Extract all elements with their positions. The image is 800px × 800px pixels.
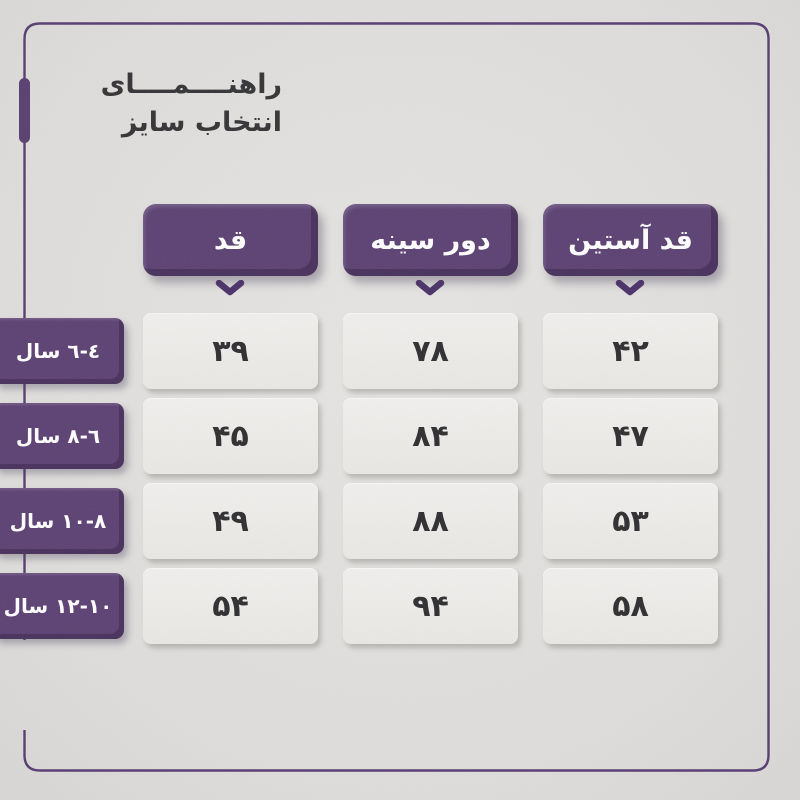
column-header-height: قد — [143, 204, 318, 276]
chevron-down-icon — [215, 280, 245, 296]
table-cell-chest-r1: ۷۸ — [343, 313, 518, 389]
table-cell-sleeve-r4: ۵۸ — [543, 568, 718, 644]
page-title: راهنــــمــــای انتخاب سایز — [60, 66, 282, 142]
column-header-sleeve: قد آستین — [543, 204, 718, 276]
row-label-6-8: ٦-٨ سال — [0, 403, 124, 469]
table-cell-height-r3: ۴۹ — [143, 483, 318, 559]
page-title-line2: انتخاب سایز — [121, 107, 282, 138]
title-accent-pill — [19, 78, 30, 143]
table-cell-chest-r2: ۸۴ — [343, 398, 518, 474]
table-cell-chest-r3: ۸۸ — [343, 483, 518, 559]
row-label-4-6: ٤-٦ سال — [0, 318, 124, 384]
page-title-line1: راهنــــمــــای — [100, 69, 282, 100]
column-header-chest: دور سینه — [343, 204, 518, 276]
chevron-down-icon — [615, 280, 645, 296]
row-label-8-10: ٨-١٠ سال — [0, 488, 124, 554]
chevron-down-icon — [415, 280, 445, 296]
table-cell-sleeve-r2: ۴۷ — [543, 398, 718, 474]
table-cell-sleeve-r1: ۴۲ — [543, 313, 718, 389]
row-label-10-12: ١٠-١٢ سال — [0, 573, 124, 639]
table-cell-chest-r4: ۹۴ — [343, 568, 518, 644]
table-cell-height-r1: ۳۹ — [143, 313, 318, 389]
table-cell-height-r2: ۴۵ — [143, 398, 318, 474]
table-cell-sleeve-r3: ۵۳ — [543, 483, 718, 559]
table-cell-height-r4: ۵۴ — [143, 568, 318, 644]
